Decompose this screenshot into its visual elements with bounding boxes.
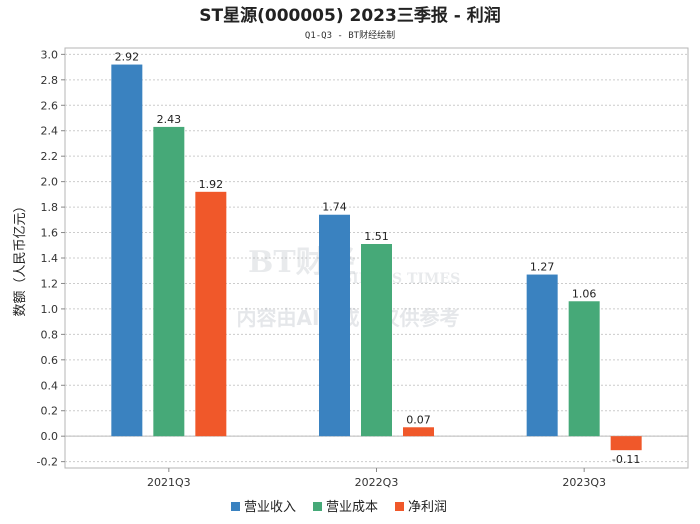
data-label: 0.07 <box>406 413 431 426</box>
y-tick-label: 0.8 <box>41 328 59 341</box>
legend-swatch <box>395 502 404 511</box>
y-tick-label: 1.6 <box>41 227 59 240</box>
legend-swatch <box>313 502 322 511</box>
bar-营业收入-2021Q3 <box>111 64 143 437</box>
y-axis-label: 数额（人民币亿元） <box>13 199 28 316</box>
legend-item: 营业成本 <box>313 500 378 515</box>
legend-label: 营业成本 <box>326 500 378 515</box>
y-tick-label: 1.2 <box>41 277 59 290</box>
legend-swatch <box>231 502 240 511</box>
legend-label: 营业收入 <box>244 500 296 515</box>
bars <box>111 64 642 451</box>
data-label: 1.74 <box>322 201 347 214</box>
legend-label: 净利润 <box>408 500 447 515</box>
y-tick-label: 1.0 <box>41 303 59 316</box>
x-tick-label: 2021Q3 <box>147 476 191 489</box>
chart-subtitle: Q1-Q3 - BT财经绘制 <box>305 29 395 41</box>
bar-营业收入-2023Q3 <box>526 274 558 437</box>
y-tick-label: 3.0 <box>41 48 59 61</box>
y-tick-label: 2.4 <box>41 125 59 138</box>
bar-营业成本-2022Q3 <box>361 244 392 437</box>
y-axis: 3.0 2.8 2.6 2.4 2.2 2.0 1.8 1.6 1.4 1.2 1.0 0.8 0.6 0… <box>37 48 65 469</box>
y-tick-label: 0.2 <box>41 405 59 418</box>
x-axis: 2021Q3 2022Q3 2023Q3 <box>147 468 606 489</box>
y-tick-label: 0.6 <box>41 354 59 367</box>
legend: 营业收入 营业成本 净利润 <box>231 500 447 515</box>
data-label: -0.11 <box>612 453 640 466</box>
data-label: 1.51 <box>364 230 389 243</box>
data-label: 1.92 <box>199 178 224 191</box>
y-tick-label: 2.6 <box>41 99 59 112</box>
data-label: 2.43 <box>157 113 182 126</box>
bar-营业收入-2022Q3 <box>319 214 350 437</box>
y-tick-label: 2.8 <box>41 74 59 87</box>
y-tick-label: 0.0 <box>41 430 59 443</box>
x-tick-label: 2022Q3 <box>355 476 399 489</box>
data-label: 1.06 <box>572 287 597 300</box>
bar-营业成本-2023Q3 <box>568 301 600 437</box>
y-tick-label: 1.8 <box>41 201 59 214</box>
bar-净利润-2022Q3 <box>403 427 434 437</box>
y-tick-label: -0.2 <box>37 456 58 469</box>
y-tick-label: 2.2 <box>41 150 59 163</box>
chart-title: ST星源(000005) 2023三季报 - 利润 <box>199 5 500 26</box>
x-tick-label: 2023Q3 <box>562 476 606 489</box>
y-tick-label: 1.4 <box>41 252 59 265</box>
bar-营业成本-2021Q3 <box>153 126 185 437</box>
legend-item: 营业收入 <box>231 500 296 515</box>
data-label: 2.92 <box>115 51 140 64</box>
y-tick-label: 0.4 <box>41 379 59 392</box>
bar-净利润-2023Q3 <box>610 436 642 451</box>
data-labels: 2.92 2.43 1.92 1.74 1.51 0.07 1.27 1.06 -0.11 <box>115 51 641 467</box>
data-label: 1.27 <box>530 261 555 274</box>
legend-item: 净利润 <box>395 500 447 515</box>
y-tick-label: 2.0 <box>41 176 59 189</box>
bar-净利润-2021Q3 <box>195 191 227 437</box>
